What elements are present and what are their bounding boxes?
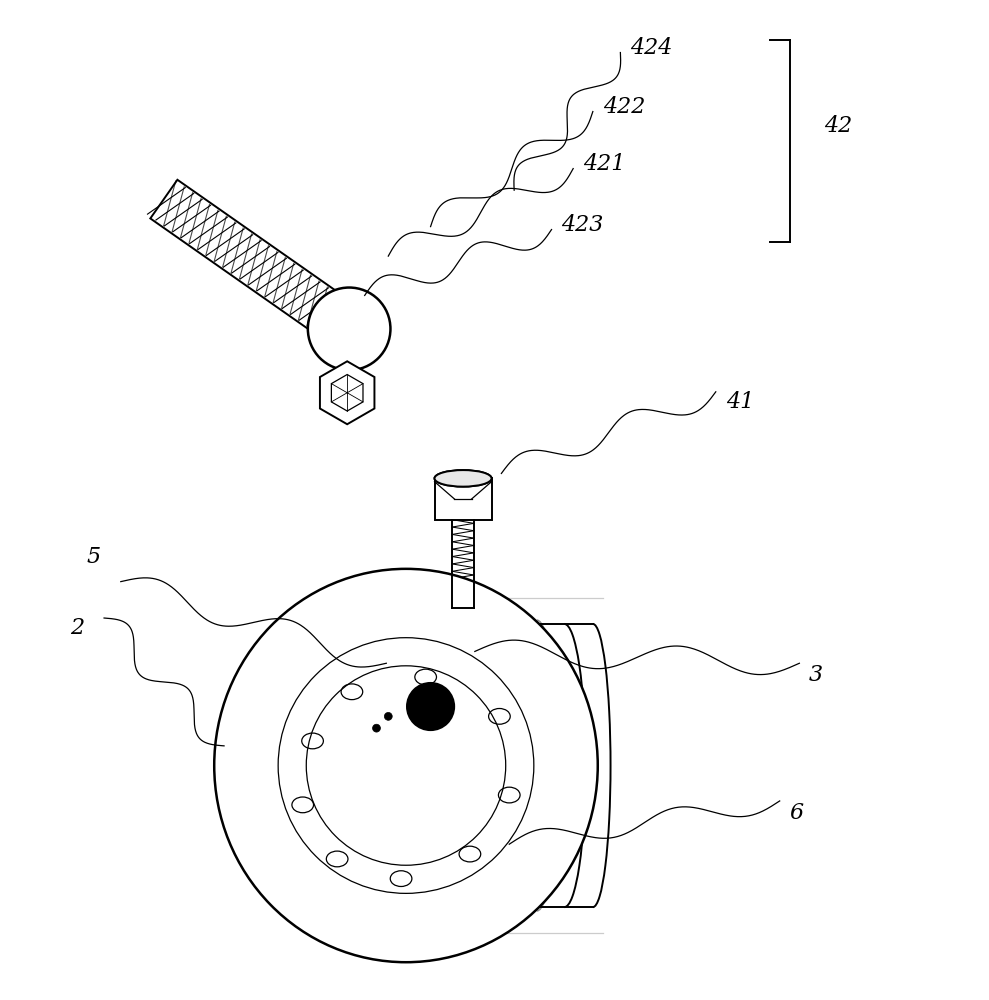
Text: 422: 422 — [602, 96, 645, 118]
Circle shape — [308, 288, 391, 370]
Text: 41: 41 — [726, 391, 754, 413]
Polygon shape — [150, 180, 363, 348]
Text: 42: 42 — [824, 115, 853, 137]
Bar — [434, 478, 492, 520]
Polygon shape — [319, 361, 375, 424]
Ellipse shape — [434, 470, 492, 487]
Ellipse shape — [434, 470, 492, 487]
Text: 2: 2 — [69, 617, 84, 639]
Circle shape — [385, 712, 393, 720]
Text: 5: 5 — [86, 546, 101, 568]
Ellipse shape — [215, 569, 597, 962]
Text: 423: 423 — [562, 214, 603, 236]
Circle shape — [406, 683, 454, 730]
Text: 424: 424 — [630, 37, 673, 59]
Text: 6: 6 — [789, 802, 804, 824]
Circle shape — [373, 724, 381, 732]
Text: 3: 3 — [809, 664, 823, 686]
Text: 421: 421 — [583, 153, 625, 175]
